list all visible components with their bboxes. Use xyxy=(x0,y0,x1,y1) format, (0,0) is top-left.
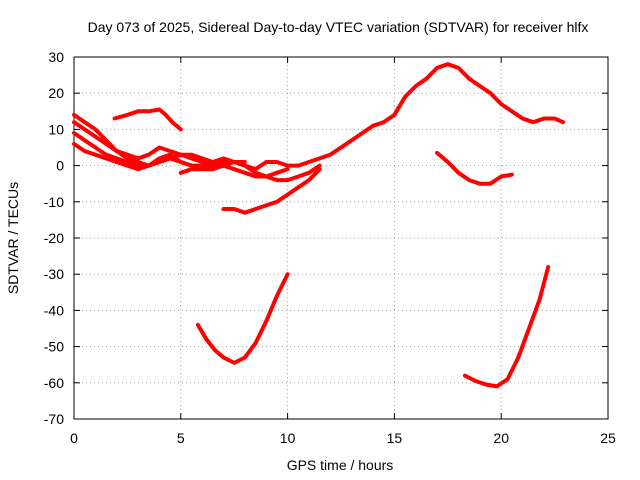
y-tick-label: 10 xyxy=(48,121,64,137)
x-tick-label: 15 xyxy=(387,430,403,446)
y-tick-label: -50 xyxy=(44,339,64,355)
series-layer xyxy=(72,62,566,389)
ticks-layer: 0 5 10 15 20 25 -70 -60 -50 -40 -30 -20 -10 0 10 20 30 xyxy=(44,49,616,446)
y-tick-label: -60 xyxy=(44,375,64,391)
series-line-track-7 xyxy=(221,167,322,215)
y-axis-label: SDTVAR / TECUs xyxy=(5,182,21,294)
series-line-track-9 xyxy=(435,150,514,186)
y-tick-label: 20 xyxy=(48,85,64,101)
y-tick-label: 30 xyxy=(48,49,64,65)
x-tick-label: 20 xyxy=(493,430,509,446)
y-tick-label: -40 xyxy=(44,302,64,318)
chart-title: Day 073 of 2025, Sidereal Day-to-day VTE… xyxy=(88,19,589,35)
x-tick-label: 10 xyxy=(280,430,296,446)
y-tick-label: -70 xyxy=(44,411,64,427)
series-line-track-4 xyxy=(72,141,322,183)
series-line-track-8 xyxy=(195,272,290,365)
x-tick-label: 25 xyxy=(600,430,616,446)
series-line-track-5 xyxy=(112,107,183,132)
x-tick-label: 0 xyxy=(70,430,78,446)
y-tick-label: -20 xyxy=(44,230,64,246)
y-tick-label: -30 xyxy=(44,266,64,282)
x-axis-label: GPS time / hours xyxy=(287,457,394,473)
y-tick-label: 0 xyxy=(56,158,64,174)
series-line-track-6 xyxy=(178,62,566,175)
grid-layer xyxy=(74,57,608,419)
x-tick-label: 5 xyxy=(177,430,185,446)
series-line-track-2 xyxy=(72,120,290,179)
y-tick-label: -10 xyxy=(44,194,64,210)
series-line-track-10 xyxy=(462,265,551,389)
